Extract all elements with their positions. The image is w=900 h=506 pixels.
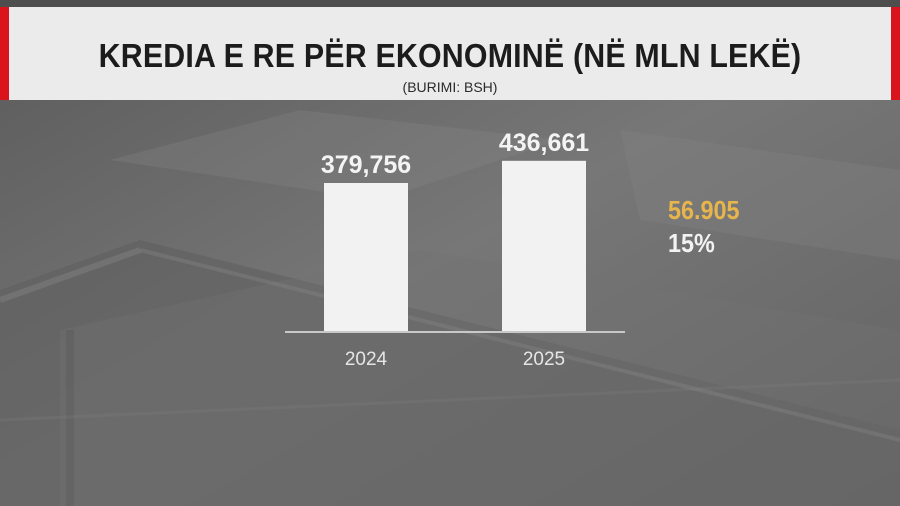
data-label-2025: 436,661 bbox=[499, 129, 589, 157]
top-strip bbox=[0, 0, 900, 7]
difference-amount: 56.905 bbox=[668, 195, 740, 225]
chart-title: KREDIA E RE PËR EKONOMINË (NË MLN LEKË) bbox=[98, 37, 802, 74]
x-tick-label-2024: 2024 bbox=[345, 349, 388, 370]
bar-2025 bbox=[502, 160, 586, 331]
data-label-2024: 379,756 bbox=[321, 151, 411, 179]
difference-percent: 15% bbox=[668, 228, 715, 258]
x-tick-label-2025: 2025 bbox=[523, 349, 565, 370]
bar-2024 bbox=[324, 183, 408, 331]
header-bar: KREDIA E RE PËR EKONOMINË (NË MLN LEKË) … bbox=[0, 7, 900, 100]
header-accent-right bbox=[891, 7, 900, 100]
header-accent-left bbox=[0, 7, 9, 100]
chart-source: (BURIMI: BSH) bbox=[402, 79, 498, 95]
